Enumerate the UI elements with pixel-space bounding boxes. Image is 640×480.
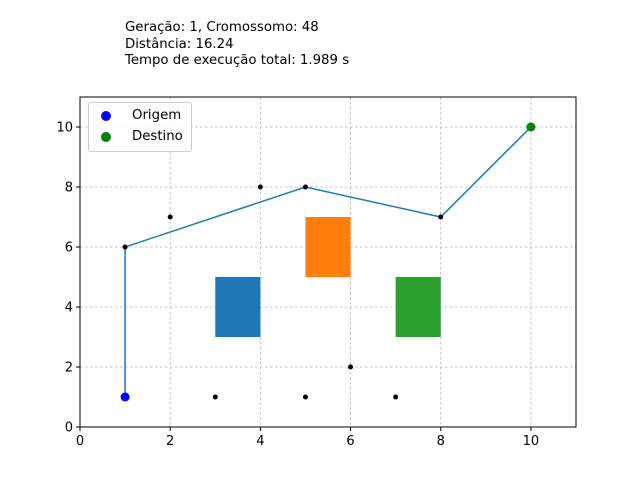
waypoint <box>167 214 173 220</box>
obstacle <box>395 277 441 337</box>
x-tick-label: 10 <box>523 434 540 449</box>
x-tick-label: 6 <box>346 434 354 449</box>
origem-marker <box>101 111 111 121</box>
obstacle <box>305 217 351 277</box>
generation-info: Geração: 1, Cromossomo: 48 <box>125 20 319 35</box>
x-tick-label: 2 <box>166 434 174 449</box>
destination-point <box>526 122 536 132</box>
y-tick-label: 4 <box>65 301 73 316</box>
waypoint <box>438 214 444 220</box>
x-tick-label: 8 <box>437 434 445 449</box>
y-tick-label: 8 <box>65 181 73 196</box>
waypoint <box>348 364 354 370</box>
legend-label-origem: Origem <box>132 108 182 123</box>
x-tick-label: 4 <box>256 434 264 449</box>
legend-item-destino: Destino <box>89 128 191 146</box>
y-tick-label: 0 <box>65 421 73 436</box>
y-tick-label: 6 <box>65 241 73 256</box>
obstacles <box>215 217 441 337</box>
distance-info: Distância: 16.24 <box>125 37 234 52</box>
x-tick-label: 0 <box>76 434 84 449</box>
legend: Origem Destino <box>88 102 192 152</box>
destino-marker <box>101 132 111 142</box>
ticks: 0 2 4 6 8 10 0 2 4 6 8 10 <box>56 121 539 450</box>
axes-frame <box>79 96 577 428</box>
y-tick-label: 2 <box>65 361 73 376</box>
obstacle <box>215 277 261 337</box>
waypoint <box>212 394 218 400</box>
legend-label-destino: Destino <box>132 129 183 144</box>
origin-point <box>120 392 130 402</box>
waypoint <box>302 184 308 190</box>
waypoint <box>302 394 308 400</box>
points <box>120 122 536 402</box>
y-tick-label: 10 <box>56 121 73 136</box>
execution-time-info: Tempo de execução total: 1.989 s <box>125 53 350 68</box>
waypoint <box>393 394 399 400</box>
waypoint <box>257 184 263 190</box>
waypoint <box>122 244 128 250</box>
legend-item-origem: Origem <box>89 107 191 125</box>
